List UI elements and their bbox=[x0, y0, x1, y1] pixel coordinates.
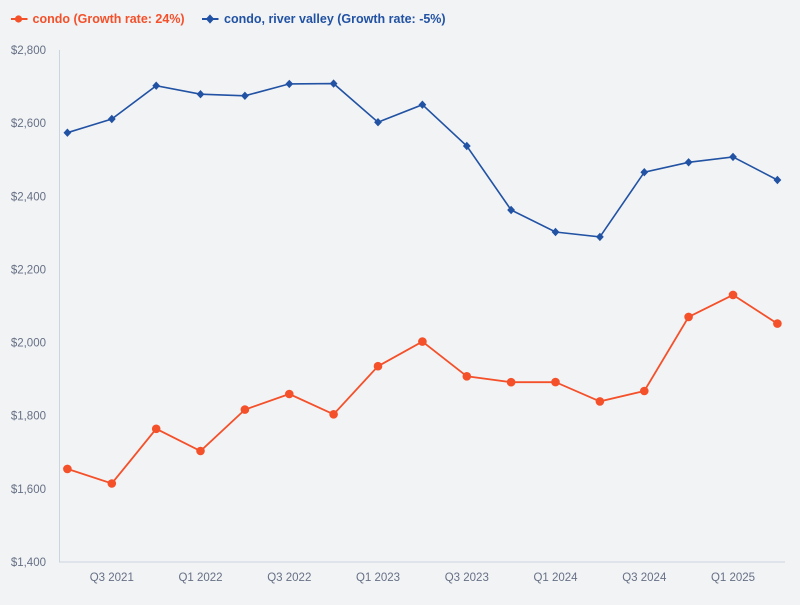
svg-text:$2,200: $2,200 bbox=[11, 264, 46, 276]
svg-text:condo, river valley (Growth ra: condo, river valley (Growth rate: -5%) bbox=[224, 12, 446, 26]
svg-text:condo (Growth rate: 24%): condo (Growth rate: 24%) bbox=[33, 12, 185, 26]
svg-text:$2,600: $2,600 bbox=[11, 118, 46, 130]
svg-text:$2,400: $2,400 bbox=[11, 191, 46, 203]
svg-text:Q3 2021: Q3 2021 bbox=[90, 572, 134, 584]
svg-text:$2,000: $2,000 bbox=[11, 338, 46, 350]
svg-text:$1,800: $1,800 bbox=[11, 411, 46, 423]
svg-text:$1,600: $1,600 bbox=[11, 484, 46, 496]
svg-text:$1,400: $1,400 bbox=[11, 557, 46, 569]
svg-text:Q3 2024: Q3 2024 bbox=[622, 572, 667, 584]
svg-text:Q3 2023: Q3 2023 bbox=[445, 572, 489, 584]
svg-text:Q1 2024: Q1 2024 bbox=[533, 572, 578, 584]
svg-text:Q1 2025: Q1 2025 bbox=[711, 572, 755, 584]
svg-text:Q3 2022: Q3 2022 bbox=[267, 572, 311, 584]
svg-text:Q1 2022: Q1 2022 bbox=[178, 572, 222, 584]
svg-text:$2,800: $2,800 bbox=[11, 45, 46, 57]
svg-text:Q1 2023: Q1 2023 bbox=[356, 572, 400, 584]
